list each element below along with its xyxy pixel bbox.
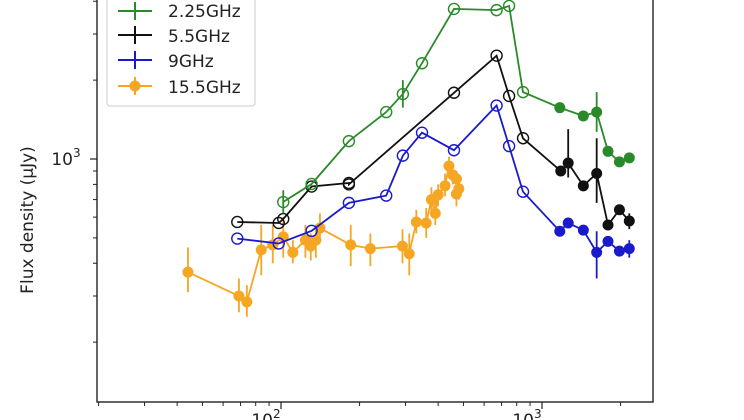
y-axis-label: Flux density (μJy) [18, 146, 38, 294]
data-point [502, 139, 516, 153]
xtick-label-100: 102 [251, 407, 280, 420]
data-point [305, 224, 318, 238]
series-9ghz [231, 99, 635, 279]
data-point [490, 99, 503, 112]
legend-handle-15-5ghz [118, 77, 152, 95]
data-point [591, 168, 603, 180]
data-point [577, 180, 589, 192]
data-point [591, 106, 603, 118]
data-point [231, 215, 244, 229]
data-point [233, 290, 245, 302]
data-point [241, 296, 253, 308]
data-point [554, 225, 566, 237]
data-point [447, 2, 461, 16]
data-point [396, 149, 410, 162]
data-point [447, 86, 461, 99]
data-point [342, 196, 356, 210]
legend-handle-9ghz [118, 51, 152, 69]
legend-handle-2-25ghz [118, 2, 152, 20]
data-point [415, 57, 429, 70]
data-point [415, 126, 429, 139]
data-point [613, 156, 625, 168]
data-point [490, 49, 503, 62]
series-2-25ghz [277, 0, 635, 214]
data-point [450, 188, 462, 200]
legend-handle-5-5ghz [118, 26, 152, 44]
axis-ticks [90, 0, 622, 409]
data-point [502, 0, 516, 13]
data-point [602, 219, 614, 231]
data-point [403, 248, 415, 260]
data-point [623, 243, 635, 255]
legend-label-15-5ghz: 15.5GHz [168, 78, 241, 98]
data-point [591, 246, 603, 258]
legend-box [106, 0, 256, 107]
data-point [380, 105, 393, 119]
data-point [623, 215, 635, 227]
data-point [613, 245, 625, 257]
data-point [342, 178, 356, 191]
data-point [277, 212, 290, 226]
data-point [602, 145, 614, 157]
plot-frame [96, 0, 654, 403]
data-point [231, 232, 244, 245]
data-point [562, 157, 574, 169]
data-point [255, 244, 267, 256]
data-point [555, 165, 567, 177]
data-point [516, 185, 530, 198]
data-point [439, 180, 451, 192]
data-point [345, 239, 357, 251]
legend-label-9ghz: 9GHz [168, 52, 214, 72]
legend-label-5-5ghz: 5.5GHz [168, 27, 230, 47]
data-point [272, 237, 285, 250]
data-point [623, 152, 635, 164]
data-point [429, 207, 441, 219]
ytick-label-1000: 103 [51, 146, 80, 170]
data-point [182, 266, 194, 278]
data-point [364, 243, 376, 255]
data-point [380, 189, 393, 202]
series-15-5ghz [182, 156, 465, 317]
legend: 2.25GHz 5.5GHz 9GHz 15.5GHz [106, 0, 256, 107]
data-point [342, 134, 356, 148]
data-point [420, 217, 432, 229]
data-point [443, 160, 455, 172]
data-point [396, 87, 410, 101]
data-point [516, 85, 530, 99]
data-point [396, 240, 408, 252]
data-point [277, 195, 290, 209]
data-point [305, 177, 318, 191]
data-point [577, 110, 589, 122]
xtick-label-1000: 103 [512, 407, 541, 420]
plot-series [182, 0, 635, 317]
data-point [277, 231, 289, 243]
data-point [272, 216, 285, 230]
data-point [502, 89, 516, 103]
data-point [410, 216, 422, 228]
data-point [432, 189, 444, 201]
legend-label-2-25ghz: 2.25GHz [168, 2, 241, 22]
data-point [490, 3, 503, 17]
data-point [287, 246, 299, 258]
data-point [554, 102, 566, 114]
data-point [577, 224, 589, 236]
data-point [602, 235, 614, 247]
data-point [447, 144, 461, 157]
data-point [516, 132, 530, 145]
data-point [310, 234, 322, 246]
data-point [613, 204, 625, 216]
data-point [562, 217, 574, 229]
series-5-5ghz [231, 49, 635, 231]
